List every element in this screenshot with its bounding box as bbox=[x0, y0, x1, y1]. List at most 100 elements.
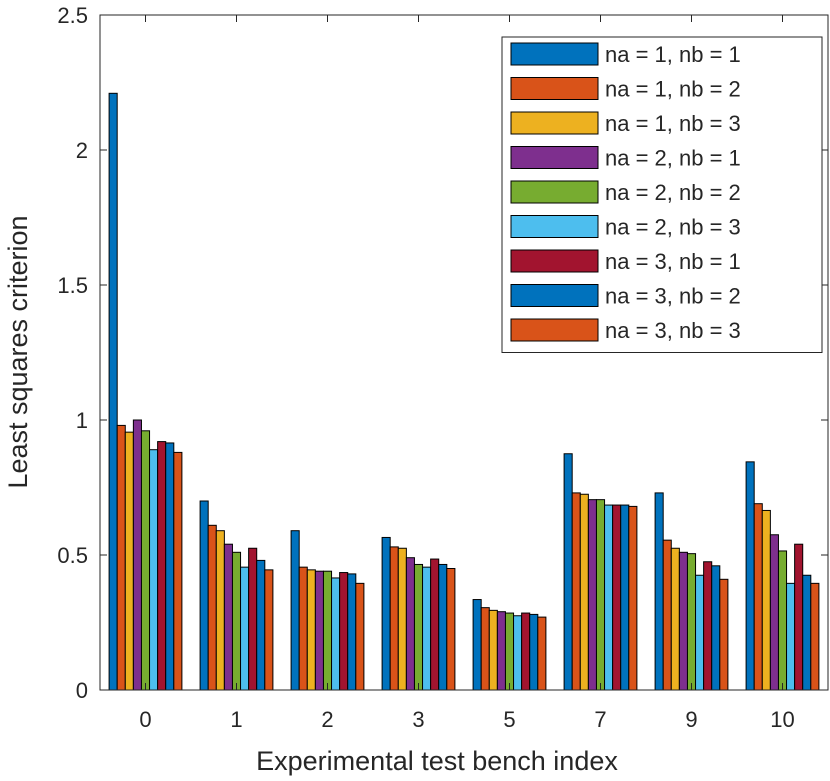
legend-swatch bbox=[510, 284, 599, 307]
bar-10-series-9 bbox=[810, 582, 820, 691]
bar-9-series-8 bbox=[711, 565, 721, 691]
bar-3-series-4 bbox=[405, 557, 415, 691]
bar-5-series-7 bbox=[521, 612, 531, 691]
legend-label: na = 2, nb = 3 bbox=[605, 215, 741, 240]
bar-5-series-3 bbox=[488, 609, 498, 691]
bar-10-series-5 bbox=[777, 550, 788, 691]
legend-label: na = 3, nb = 2 bbox=[605, 284, 741, 309]
bar-5-series-8 bbox=[529, 613, 539, 691]
bar-7-series-2 bbox=[571, 492, 581, 691]
bar-3-series-3 bbox=[397, 547, 407, 691]
bar-7-series-4 bbox=[587, 499, 597, 691]
legend-swatch bbox=[510, 146, 599, 169]
legend-swatch bbox=[510, 42, 599, 66]
bar-0-series-8 bbox=[165, 442, 175, 691]
bar-10-series-2 bbox=[753, 503, 763, 691]
bar-0-series-9 bbox=[173, 451, 183, 691]
bar-10-series-3 bbox=[761, 509, 771, 691]
x-tick-label: 3 bbox=[412, 707, 424, 732]
x-tick-label: 2 bbox=[321, 707, 333, 732]
bar-3-series-7 bbox=[430, 558, 440, 691]
bar-1-series-5 bbox=[231, 551, 242, 691]
y-tick-label: 2.5 bbox=[57, 3, 88, 28]
bar-0-series-3 bbox=[124, 431, 134, 691]
bar-2-series-1 bbox=[290, 530, 300, 691]
legend-label: na = 3, nb = 3 bbox=[605, 318, 741, 343]
bar-1-series-1 bbox=[199, 500, 209, 691]
bars-group bbox=[108, 92, 820, 691]
bar-2-series-3 bbox=[306, 569, 316, 691]
bar-3-series-8 bbox=[438, 563, 448, 691]
bar-10-series-1 bbox=[745, 461, 755, 691]
bar-2-series-2 bbox=[298, 566, 308, 691]
bar-1-series-2 bbox=[207, 524, 217, 691]
legend-swatch bbox=[510, 180, 599, 204]
bar-0-series-5 bbox=[140, 430, 151, 691]
bar-9-series-9 bbox=[719, 578, 729, 691]
bar-5-series-4 bbox=[496, 611, 506, 691]
bar-2-series-9 bbox=[355, 582, 365, 691]
bar-0-series-4 bbox=[132, 419, 142, 691]
bar-10-series-7 bbox=[794, 543, 804, 691]
x-tick-label: 5 bbox=[503, 707, 515, 732]
bar-5-series-2 bbox=[480, 607, 490, 691]
y-axis-label: Least squares criterion bbox=[3, 215, 33, 488]
bar-2-series-8 bbox=[347, 573, 357, 691]
bar-3-series-2 bbox=[389, 546, 399, 691]
legend-label: na = 1, nb = 3 bbox=[605, 111, 741, 136]
y-tick-label: 1.5 bbox=[57, 273, 88, 298]
legend-swatch bbox=[510, 77, 599, 100]
bar-2-series-4 bbox=[314, 570, 324, 691]
bar-7-series-9 bbox=[628, 505, 638, 691]
bar-0-series-2 bbox=[116, 424, 126, 691]
ticks-group: 0 1 2 3 5 7 9 10 0 0.5 1 1.5 2 2.5 bbox=[57, 3, 828, 732]
x-tick-label: 9 bbox=[685, 707, 697, 732]
bar-2-series-5 bbox=[322, 570, 333, 691]
bar-7-series-1 bbox=[563, 453, 573, 691]
bar-9-series-6 bbox=[695, 574, 705, 691]
bar-0-series-1 bbox=[108, 92, 118, 691]
bar-1-series-9 bbox=[264, 569, 274, 691]
bar-7-series-6 bbox=[604, 504, 614, 691]
legend: na = 1, nb = 1 na = 1, nb = 2 na = 1, nb =… bbox=[501, 36, 823, 353]
bar-0-series-6 bbox=[149, 449, 159, 691]
bar-9-series-7 bbox=[703, 561, 713, 691]
bar-10-series-6 bbox=[786, 582, 796, 691]
x-tick-label: 10 bbox=[770, 707, 794, 732]
legend-label: na = 1, nb = 2 bbox=[605, 77, 741, 102]
bar-3-series-9 bbox=[446, 568, 456, 691]
legend-label: na = 1, nb = 1 bbox=[605, 42, 741, 67]
y-tick-label: 0 bbox=[76, 678, 88, 703]
bar-9-series-4 bbox=[678, 551, 688, 691]
bar-9-series-2 bbox=[662, 539, 672, 691]
bar-1-series-6 bbox=[240, 566, 250, 691]
bar-2-series-7 bbox=[339, 572, 349, 691]
bar-5-series-6 bbox=[513, 615, 523, 691]
bar-7-series-8 bbox=[620, 504, 630, 691]
legend-label: na = 2, nb = 2 bbox=[605, 180, 741, 205]
bar-2-series-6 bbox=[331, 577, 341, 691]
x-tick-label: 0 bbox=[139, 707, 151, 732]
y-tick-label: 2 bbox=[76, 138, 88, 163]
bar-7-series-7 bbox=[612, 504, 622, 691]
bar-9-series-1 bbox=[654, 492, 664, 691]
bar-10-series-4 bbox=[769, 534, 779, 691]
bar-5-series-5 bbox=[504, 612, 515, 691]
axes-group bbox=[99, 14, 829, 691]
legend-swatch bbox=[510, 318, 599, 342]
y-tick-label: 0.5 bbox=[57, 543, 88, 568]
bar-7-series-3 bbox=[579, 493, 589, 691]
bar-1-series-8 bbox=[256, 559, 266, 691]
legend-label: na = 3, nb = 1 bbox=[605, 249, 741, 274]
x-tick-label: 1 bbox=[230, 707, 242, 732]
bar-1-series-7 bbox=[248, 547, 258, 691]
bar-7-series-5 bbox=[595, 499, 606, 691]
bar-10-series-8 bbox=[802, 574, 812, 691]
bar-3-series-1 bbox=[381, 536, 391, 691]
x-axis-label: Experimental test bench index bbox=[256, 746, 618, 776]
y-tick-label: 1 bbox=[76, 408, 88, 433]
x-tick-label: 7 bbox=[594, 707, 606, 732]
bar-3-series-6 bbox=[422, 566, 432, 691]
bar-3-series-5 bbox=[413, 563, 424, 691]
